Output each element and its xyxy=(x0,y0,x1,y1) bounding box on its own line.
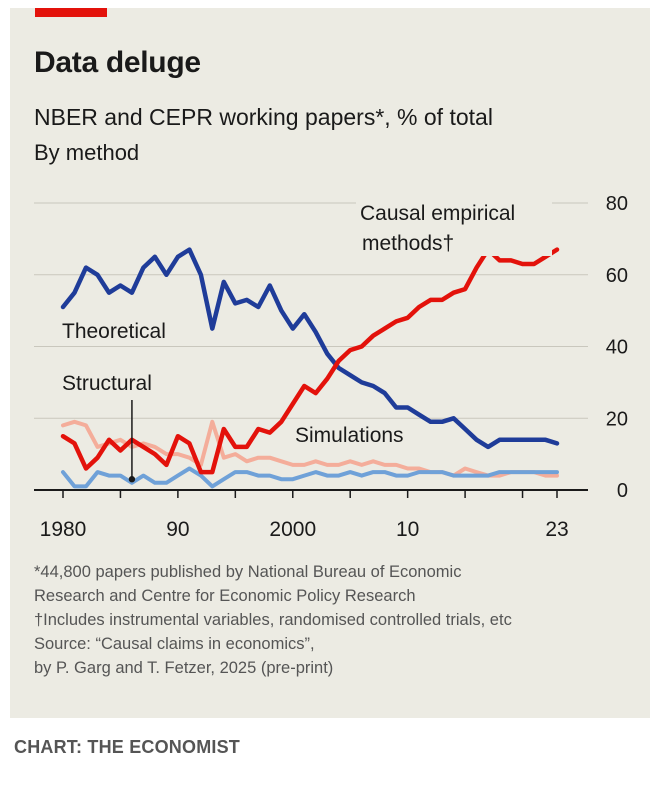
label-causal-methods: methods† xyxy=(362,232,454,255)
x-tick-label-2010: 10 xyxy=(396,518,419,541)
chart-subtitle: NBER and CEPR working papers*, % of tota… xyxy=(34,104,493,130)
chart-credit: CHART: THE ECONOMIST xyxy=(14,737,240,757)
note-line-3: †Includes instrumental variables, random… xyxy=(34,611,512,629)
x-tick-label-2000: 2000 xyxy=(269,518,316,541)
label-simulations: Simulations xyxy=(295,424,404,447)
causal-label-bg xyxy=(356,198,552,256)
x-tick-label-1990: 90 xyxy=(166,518,189,541)
x-tick-label-2023: 23 xyxy=(545,518,568,541)
chart-subtitle-method: By method xyxy=(34,140,140,165)
series-line-causal-empirical xyxy=(60,247,560,475)
line-chart: 0 20 40 60 80 1980 90 2000 10 23 Causal empirical m… xyxy=(34,193,628,541)
note-line-2: Research and Centre for Economic Policy … xyxy=(34,587,416,605)
y-tick-label-40: 40 xyxy=(606,337,628,359)
note-line-1: *44,800 papers published by National Bur… xyxy=(34,563,462,581)
y-tick-label-20: 20 xyxy=(606,408,628,430)
label-theoretical: Theoretical xyxy=(62,320,166,343)
series-line-structural xyxy=(61,419,559,478)
y-tick-label-0: 0 xyxy=(617,480,628,502)
brand-red-tab xyxy=(35,8,107,17)
label-structural: Structural xyxy=(62,372,152,395)
x-tick-label-1980: 1980 xyxy=(40,518,87,541)
note-line-5: by P. Garg and T. Fetzer, 2025 (pre-prin… xyxy=(34,659,334,677)
series-line-simulations xyxy=(61,466,559,489)
label-causal-empirical: Causal empirical xyxy=(360,202,515,225)
y-tick-label-60: 60 xyxy=(606,265,628,287)
series-line-theoretical xyxy=(60,247,560,450)
chart-notes: *44,800 papers published by National Bur… xyxy=(34,560,512,680)
chart-card: Data deluge NBER and CEPR working papers… xyxy=(10,8,650,718)
structural-pointer-dot xyxy=(128,476,136,483)
chart-title: Data deluge xyxy=(34,46,201,79)
note-line-4: Source: “Causal claims in economics”, xyxy=(34,635,315,653)
y-tick-label-80: 80 xyxy=(606,193,628,215)
